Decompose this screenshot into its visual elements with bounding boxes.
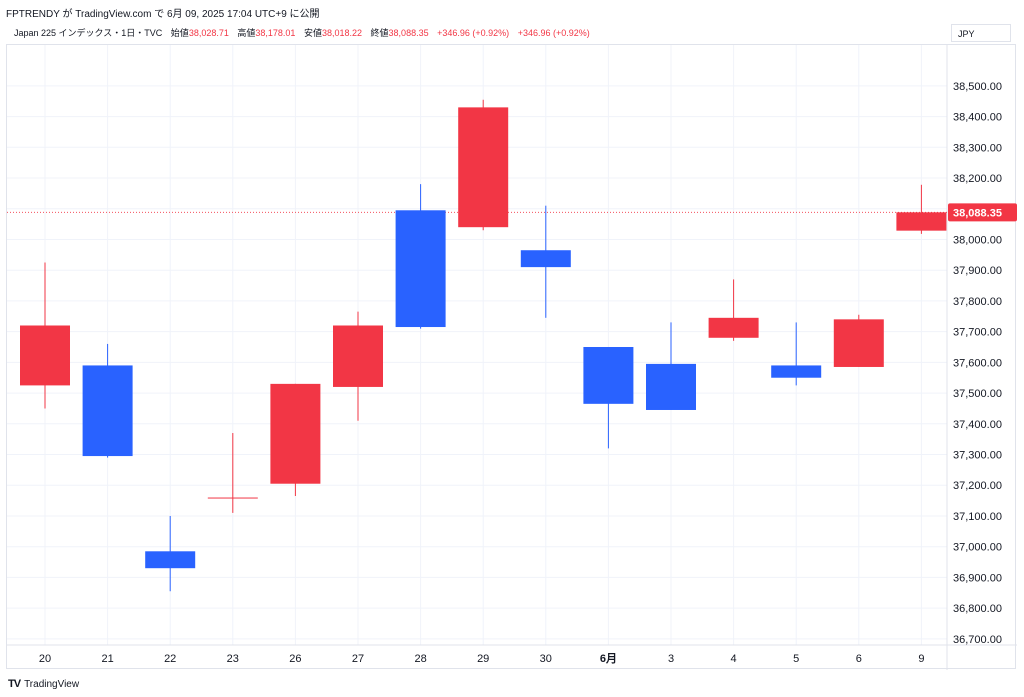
y-tick-label: 37,900.00 [953,265,1002,277]
x-tick-label: 6 [856,653,862,665]
x-tick-label: 6月 [600,652,617,665]
x-tick-label: 9 [918,653,924,665]
candlestick-chart[interactable]: 36,700.00 36,800.00 36,900.00 37,000.00 37,1… [7,45,1017,670]
y-tick-label: 36,900.00 [953,572,1002,584]
y-tick-label: 38,400.00 [953,112,1002,124]
y-tick-label: 38,200.00 [953,173,1002,185]
x-tick-label: 4 [731,653,737,665]
x-tick-label: 21 [101,653,113,665]
y-tick-label: 37,700.00 [953,327,1002,339]
candle-body [458,107,509,228]
current-price-tag [948,203,1017,222]
y-tick-label: 36,800.00 [953,603,1002,615]
close-label: 終値 [370,28,389,38]
candle-body [82,365,133,457]
change-value: +346.96 (+0.92%) [437,28,510,38]
y-tick-label: 38,500.00 [953,81,1002,93]
x-tick-label: 29 [477,653,489,665]
candle-body [771,365,822,378]
currency-selector[interactable]: JPY [951,24,1011,42]
x-tick-label: 26 [289,653,301,665]
open-value: 38,028.71 [188,28,229,38]
x-tick-label: 5 [793,653,799,665]
high-label: 高値 [237,28,256,38]
chart-attribution: FPTRENDY が TradingView.com で 6月 09, 2025… [6,9,320,20]
candle-body [583,347,634,404]
open-label: 始値 [170,28,189,38]
y-tick-label: 38,000.00 [953,234,1002,246]
candle-body [708,317,759,338]
y-tick-label: 37,800.00 [953,296,1002,308]
ohlc-legend: Japan 225 インデックス・1日・TVC 始値38,028.71 高値38… [14,26,590,39]
candle-body [520,250,571,268]
y-tick-label: 37,600.00 [953,357,1002,369]
candle-body [270,383,321,484]
chart-area[interactable]: 36,700.00 36,800.00 36,900.00 37,000.00 37,1… [6,44,1017,670]
high-value: 38,178.01 [255,28,296,38]
y-tick-label: 37,500.00 [953,388,1002,400]
tradingview-brand: TradingView [24,678,80,690]
symbol-name[interactable]: Japan 225 インデックス・1日・TVC [14,28,163,38]
candle-body [20,325,70,386]
footer: TV TradingView [8,678,79,690]
close-value: 38,088.35 [388,28,429,38]
y-tick-label: 37,200.00 [953,480,1002,492]
x-tick-label: 22 [164,653,176,665]
x-tick-label: 23 [227,653,239,665]
y-tick-label: 37,400.00 [953,419,1002,431]
x-tick-label: 30 [540,653,552,665]
x-tick-label: 28 [414,653,426,665]
low-value: 38,018.22 [321,28,363,38]
candle-body [646,363,696,410]
y-tick-label: 37,100.00 [953,511,1002,523]
candle-body [833,319,884,367]
change-value-2: +346.96 (+0.92%) [517,28,590,38]
tradingview-logo: TV [8,678,21,690]
x-tick-label: 20 [39,653,51,665]
y-tick-label: 37,000.00 [953,542,1002,554]
x-tick-label: 27 [352,653,364,665]
candle-body [333,325,383,387]
candle-body [145,551,196,569]
x-tick-label: 3 [668,653,674,665]
candle-body [395,210,446,328]
current-price-label: 38,088.35 [953,207,1002,219]
candle-body [896,212,947,231]
candle-body [207,497,258,499]
y-tick-label: 38,300.00 [953,142,1002,154]
y-tick-label: 36,700.00 [953,634,1002,646]
low-label: 安値 [303,28,322,38]
y-tick-label: 37,300.00 [953,450,1002,462]
